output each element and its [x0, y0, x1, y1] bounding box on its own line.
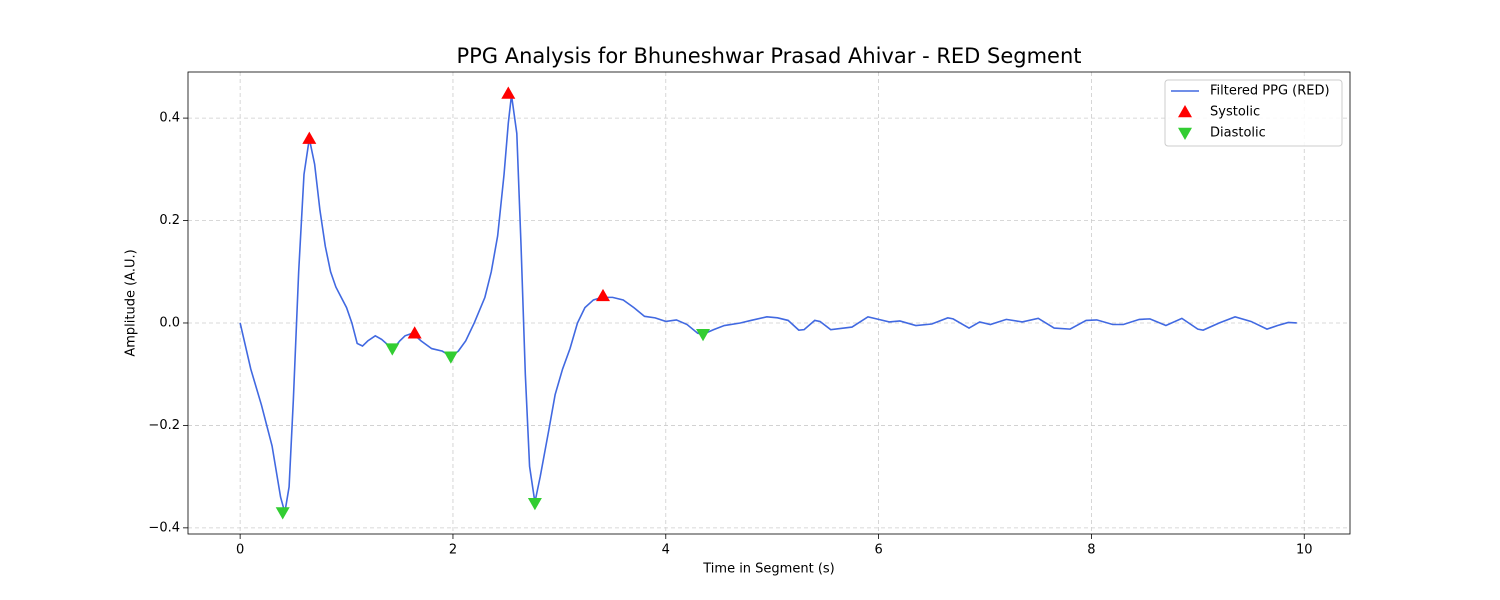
y-axis-label: Amplitude (A.U.) — [124, 249, 139, 356]
y-tick-label: −0.2 — [148, 418, 180, 433]
y-tick-label: 0.0 — [159, 315, 180, 330]
x-tick-label: 2 — [449, 543, 457, 558]
legend-box — [1164, 79, 1343, 147]
marker — [275, 507, 290, 520]
marker — [501, 86, 516, 99]
y-tick-label: 0.4 — [159, 111, 180, 126]
marker — [385, 343, 400, 356]
legend-label: Diastolic — [1210, 126, 1266, 141]
marker — [527, 498, 542, 511]
y-tick-label: −0.4 — [148, 520, 180, 535]
plot-frame — [187, 71, 1351, 535]
legend-swatch — [1178, 105, 1192, 118]
legend-label: Filtered PPG (RED) — [1210, 84, 1330, 99]
marker — [443, 351, 458, 364]
chart-title: PPG Analysis for Bhuneshwar Prasad Ahiva… — [456, 44, 1081, 68]
x-tick-label: 6 — [874, 543, 882, 558]
x-tick-label: 0 — [236, 543, 244, 558]
marker — [596, 288, 610, 302]
x-tick-label: 10 — [1296, 543, 1313, 558]
marker — [302, 131, 317, 144]
marker — [407, 326, 422, 339]
x-tick-label: 4 — [662, 543, 670, 558]
x-tick-label: 8 — [1087, 543, 1095, 558]
legend-swatch — [1178, 127, 1192, 140]
y-tick-label: 0.2 — [159, 213, 180, 228]
marker — [696, 328, 711, 342]
x-axis-label: Time in Segment (s) — [702, 562, 834, 577]
legend-label: Systolic — [1210, 105, 1260, 120]
